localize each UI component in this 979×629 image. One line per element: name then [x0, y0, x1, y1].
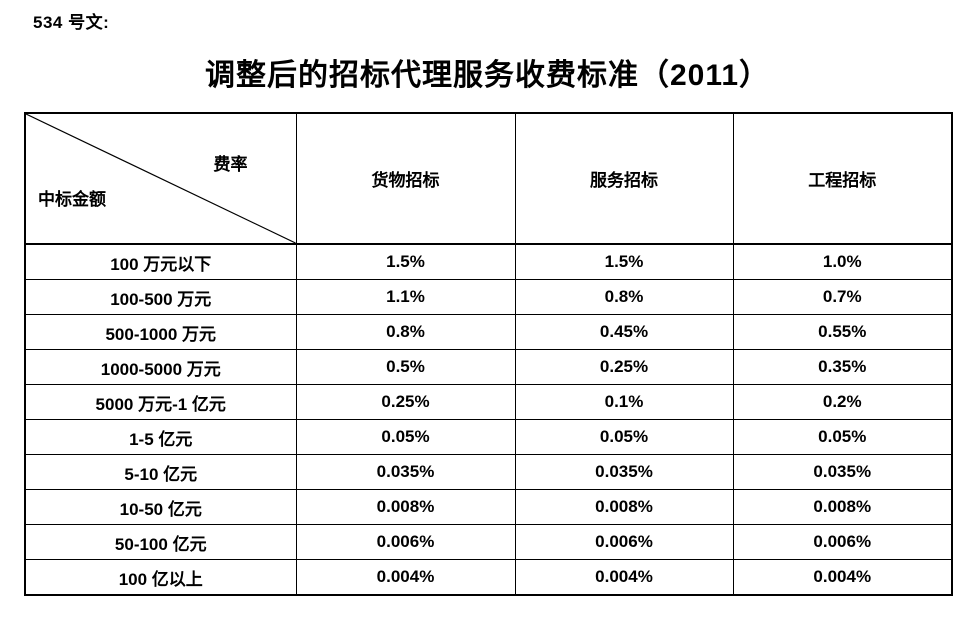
rate-cell: 0.8%: [514, 279, 734, 315]
column-header-services: 服务招标: [514, 112, 734, 245]
rate-cell: 0.035%: [295, 454, 516, 490]
rate-cell: 0.035%: [732, 454, 953, 490]
table-header: 费率 中标金额 货物招标 服务招标 工程招标: [24, 112, 953, 245]
rate-cell: 0.008%: [732, 489, 953, 525]
amount-range-cell: 5-10 亿元: [24, 454, 297, 490]
page-title: 调整后的招标代理服务收费标准（2011）: [204, 59, 771, 92]
corner-header-cell: 费率 中标金额: [24, 112, 297, 245]
rate-cell: 0.55%: [732, 314, 953, 350]
amount-range-cell: 100 亿以上: [24, 559, 297, 596]
rate-cell: 0.008%: [295, 489, 516, 525]
amount-range-cell: 5000 万元-1 亿元: [24, 384, 297, 420]
rate-cell: 0.35%: [732, 349, 953, 385]
table-row: 100-500 万元 1.1% 0.8% 0.7%: [24, 279, 953, 315]
table-row: 5000 万元-1 亿元 0.25% 0.1% 0.2%: [24, 384, 953, 420]
rate-cell: 0.2%: [732, 384, 953, 420]
column-header-engineering: 工程招标: [732, 112, 953, 245]
rate-cell: 0.45%: [514, 314, 734, 350]
diagonal-divider-line: [26, 114, 296, 243]
rate-cell: 0.5%: [295, 349, 516, 385]
rate-cell: 0.05%: [295, 419, 516, 455]
rate-cell: 0.25%: [295, 384, 516, 420]
rate-cell: 1.1%: [295, 279, 516, 315]
rate-cell: 0.004%: [295, 559, 516, 596]
rate-cell: 0.1%: [514, 384, 734, 420]
table-row: 100 亿以上 0.004% 0.004% 0.004%: [24, 559, 953, 596]
rate-cell: 0.05%: [514, 419, 734, 455]
amount-range-cell: 50-100 亿元: [24, 524, 297, 560]
rate-cell: 0.004%: [732, 559, 953, 596]
rate-cell: 0.006%: [514, 524, 734, 560]
rate-cell: 0.004%: [514, 559, 734, 596]
table-row: 100 万元以下 1.5% 1.5% 1.0%: [24, 243, 953, 280]
fee-standard-table: 费率 中标金额 货物招标 服务招标 工程招标 100 万元以下 1.5% 1.5…: [24, 112, 953, 596]
header-row: 费率 中标金额 货物招标 服务招标 工程招标: [24, 112, 953, 245]
rate-cell: 1.5%: [295, 243, 516, 280]
rate-cell: 1.5%: [514, 243, 734, 280]
rate-cell: 0.7%: [732, 279, 953, 315]
table-row: 1-5 亿元 0.05% 0.05% 0.05%: [24, 419, 953, 455]
rate-cell: 0.25%: [514, 349, 734, 385]
table-row: 500-1000 万元 0.8% 0.45% 0.55%: [24, 314, 953, 350]
rate-cell: 0.006%: [732, 524, 953, 560]
rate-cell: 0.035%: [514, 454, 734, 490]
amount-range-cell: 500-1000 万元: [24, 314, 297, 350]
table-row: 5-10 亿元 0.035% 0.035% 0.035%: [24, 454, 953, 490]
rate-cell: 0.8%: [295, 314, 516, 350]
table-row: 1000-5000 万元 0.5% 0.25% 0.35%: [24, 349, 953, 385]
amount-range-cell: 1000-5000 万元: [24, 349, 297, 385]
corner-label-amount: 中标金额: [38, 190, 106, 209]
table-row: 10-50 亿元 0.008% 0.008% 0.008%: [24, 489, 953, 525]
corner-label-rate: 费率: [213, 155, 248, 174]
rate-cell: 0.05%: [732, 419, 953, 455]
amount-range-cell: 100 万元以下: [24, 243, 297, 280]
column-header-goods: 货物招标: [295, 112, 516, 245]
table-row: 50-100 亿元 0.006% 0.006% 0.006%: [24, 524, 953, 560]
amount-range-cell: 10-50 亿元: [24, 489, 297, 525]
doc-reference-number: 534 号文:: [33, 13, 110, 32]
rate-cell: 0.008%: [514, 489, 734, 525]
amount-range-cell: 1-5 亿元: [24, 419, 297, 455]
table-body: 100 万元以下 1.5% 1.5% 1.0% 100-500 万元 1.1% …: [24, 243, 953, 596]
rate-cell: 1.0%: [732, 243, 953, 280]
rate-cell: 0.006%: [295, 524, 516, 560]
amount-range-cell: 100-500 万元: [24, 279, 297, 315]
